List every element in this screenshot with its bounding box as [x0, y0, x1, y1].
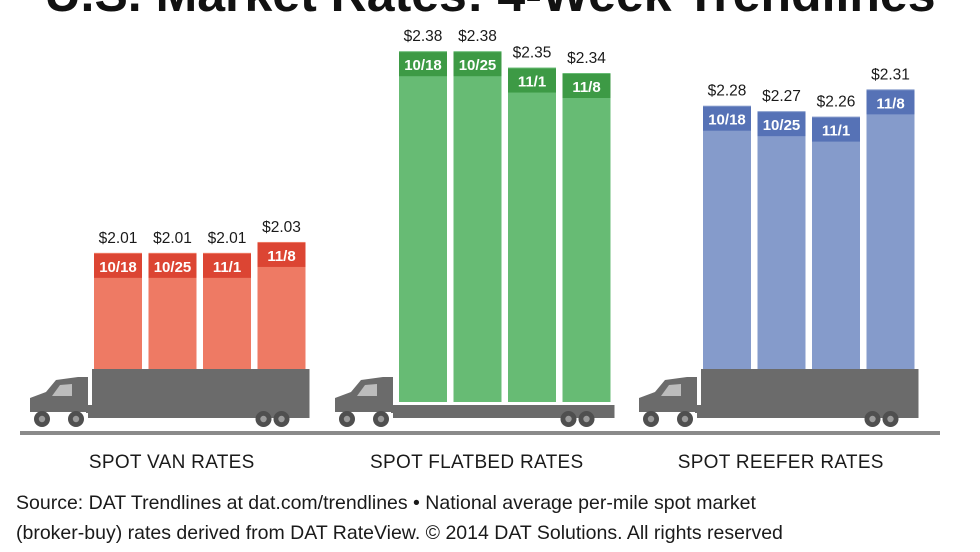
wheel-hub — [72, 415, 80, 423]
wheel-hub — [565, 415, 572, 423]
value-label-1-3: $2.01 — [208, 230, 247, 247]
week-label-2-3: 11/1 — [518, 74, 546, 91]
cab-window — [661, 384, 681, 396]
week-label-2-1: 10/18 — [404, 57, 442, 74]
week-label-1-2: 10/25 — [154, 259, 192, 276]
value-label-2-4: $2.34 — [567, 50, 606, 67]
bar-2-4 — [562, 73, 611, 402]
week-label-2-2: 10/25 — [459, 57, 497, 74]
bar-3-1 — [703, 105, 751, 402]
trailer-box — [92, 369, 310, 415]
source-line-2: (broker-buy) rates derived from DAT Rate… — [16, 522, 783, 544]
bar-3-2 — [757, 111, 806, 403]
truck-group-2: 10/18 $2.38 10/25 $2.38 11/1 $2.35 11/8 $2.34 SP… — [335, 28, 615, 473]
week-label-3-2: 10/25 — [763, 117, 801, 134]
fifth-wheel — [391, 405, 401, 413]
wheel-hub — [583, 415, 590, 423]
value-label-3-1: $2.28 — [708, 83, 747, 100]
week-label-1-3: 11/1 — [213, 259, 241, 276]
bar-band-3-3 — [812, 117, 860, 142]
week-label-1-4: 11/8 — [267, 248, 295, 265]
group-label-2: SPOT FLATBED RATES — [370, 452, 583, 473]
week-label-3-1: 10/18 — [708, 112, 746, 129]
bar-band-1-2 — [148, 253, 197, 278]
week-label-1-1: 10/18 — [99, 259, 137, 276]
bar-band-1-4 — [257, 242, 306, 267]
bar-2-2 — [453, 51, 502, 402]
bar-band-2-3 — [508, 68, 556, 93]
value-label-3-4: $2.31 — [871, 66, 910, 83]
bar-3-3 — [812, 116, 860, 402]
wheel-hub — [647, 415, 655, 423]
truck-group-1: 10/18 $2.01 10/25 $2.01 11/1 $2.01 11/8 $2.03 SP… — [30, 219, 310, 473]
value-label-2-1: $2.38 — [404, 28, 443, 45]
value-label-2-3: $2.35 — [513, 45, 552, 62]
wheel-hub — [887, 415, 894, 423]
group-label-3: SPOT REEFER RATES — [678, 452, 884, 473]
bar-band-2-2 — [453, 52, 502, 77]
trailer-chassis — [697, 413, 919, 418]
bar-band-3-4 — [866, 90, 915, 115]
bar-band-2-4 — [562, 74, 611, 98]
bar-band-1-3 — [203, 253, 251, 278]
chart-title: U.S. Market Rates: 4-Week Trendlines — [0, 0, 980, 22]
wheel-hub — [260, 415, 267, 423]
week-label-3-4: 11/8 — [876, 95, 904, 112]
bar-2-1 — [399, 51, 447, 402]
bar-band-1-1 — [94, 253, 142, 278]
fifth-wheel — [695, 405, 705, 413]
trailer-box — [701, 369, 919, 415]
trailer-chassis — [393, 413, 615, 418]
value-label-3-2: $2.27 — [762, 88, 801, 105]
wheel-hub — [869, 415, 876, 423]
wheel-hub — [278, 415, 285, 423]
source-line-1: Source: DAT Trendlines at dat.com/trendl… — [16, 492, 756, 514]
wheel-hub — [681, 415, 689, 423]
bar-band-2-1 — [399, 52, 447, 77]
bar-band-3-2 — [757, 112, 806, 137]
flatbed-deck — [397, 405, 615, 415]
wheel-hub — [343, 415, 351, 423]
wheel-hub — [377, 415, 385, 423]
value-label-2-2: $2.38 — [458, 28, 497, 45]
week-label-2-4: 11/8 — [572, 79, 600, 96]
bar-3-4 — [866, 89, 915, 402]
cab-window — [357, 384, 377, 396]
fifth-wheel — [86, 405, 96, 413]
group-label-1: SPOT VAN RATES — [89, 452, 255, 473]
value-label-1-2: $2.01 — [153, 230, 192, 247]
trailer-chassis — [88, 413, 310, 418]
bar-band-3-1 — [703, 106, 751, 131]
week-label-3-3: 11/1 — [822, 123, 850, 140]
bar-2-3 — [508, 67, 556, 403]
value-label-1-1: $2.01 — [99, 230, 138, 247]
truck-group-3: 10/18 $2.28 10/25 $2.27 11/1 $2.26 11/8 $2.31 SP… — [639, 66, 919, 473]
ground-line — [20, 431, 940, 435]
wheel-hub — [38, 415, 46, 423]
bar-chart: 10/18 $2.01 10/25 $2.01 11/1 $2.01 11/8 $2.03 SP… — [20, 28, 940, 473]
value-label-3-3: $2.26 — [817, 94, 856, 111]
value-label-1-4: $2.03 — [262, 219, 301, 236]
source-note: Source: DAT Trendlines at dat.com/trendl… — [16, 488, 966, 548]
cab-window — [52, 384, 72, 396]
